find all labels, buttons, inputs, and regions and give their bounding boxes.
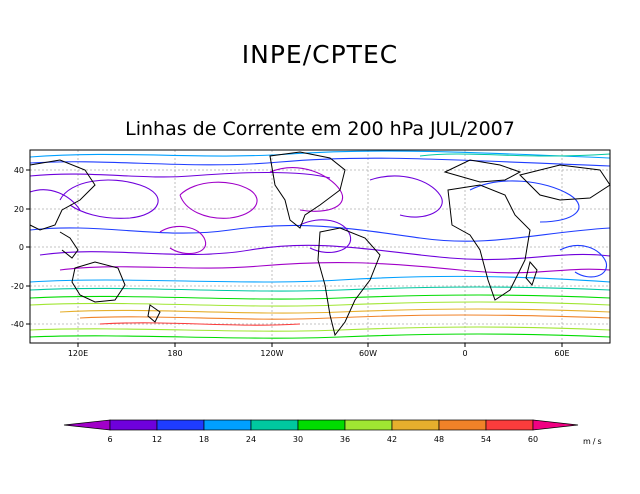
colorbar-high-arrow: [532, 419, 579, 431]
streamline: [29, 275, 611, 283]
colorbar-label: 24: [246, 435, 256, 444]
streamline: [99, 322, 301, 326]
colorbar-label: 12: [152, 435, 162, 444]
colorbar-label: 6: [107, 435, 112, 444]
axis-ticks: [26, 169, 563, 347]
streamline: [419, 153, 611, 157]
south-america-coast: [317, 227, 381, 337]
gridlines: [30, 150, 610, 343]
streamline: [59, 261, 611, 274]
lat-label: 40: [14, 166, 24, 175]
colorbar-label: 36: [340, 435, 350, 444]
lon-label: 60W: [359, 349, 377, 358]
streamline: [29, 150, 611, 159]
streamline: [39, 244, 611, 261]
lon-label: 120W: [260, 349, 283, 358]
colorbar-label: 60: [528, 435, 538, 444]
lon-label: 60E: [554, 349, 569, 358]
lat-label: 20: [14, 205, 24, 214]
europe-coast: [443, 159, 522, 183]
australia-coast: [71, 261, 126, 303]
colorbar-label: 42: [387, 435, 397, 444]
west-asia-coast: [519, 164, 611, 201]
lon-label: 0: [462, 349, 467, 358]
colorbar-segment: [344, 419, 393, 431]
indonesia-coast: [59, 231, 79, 259]
colorbar-segment: [297, 419, 346, 431]
streamline: [29, 333, 611, 339]
streamline: [29, 157, 611, 167]
lat-label: -20: [11, 282, 24, 291]
streamline: [559, 245, 607, 278]
coastlines: [29, 151, 611, 337]
streamline: [299, 219, 352, 253]
streamlines: [29, 150, 611, 339]
lon-label: 120E: [68, 349, 88, 358]
colorbar-segment: [391, 419, 440, 431]
north-america-coast: [269, 151, 346, 229]
streamline: [29, 171, 331, 179]
org-title: INPE/CPTEC: [241, 40, 399, 69]
colorbar-unit: m/s: [583, 437, 604, 446]
colorbar-segment: [485, 419, 534, 431]
lat-label: -40: [11, 320, 24, 329]
colorbar-segment: [109, 419, 158, 431]
streamline: [29, 294, 611, 300]
colorbar-segment: [203, 419, 252, 431]
colorbar-segment: [156, 419, 205, 431]
streamline: [29, 286, 611, 292]
colorbar-label: 30: [293, 435, 303, 444]
colorbar-label: 18: [199, 435, 209, 444]
lat-label: 0: [19, 243, 24, 252]
asia-coast: [29, 159, 96, 231]
map-title: Linhas de Corrente em 200 hPa JUL/2007: [125, 118, 515, 140]
streamline: [29, 301, 611, 307]
streamline: [469, 180, 580, 223]
colorbar: [63, 419, 579, 431]
streamline: [29, 326, 611, 332]
africa-coast: [447, 184, 531, 301]
streamline: [29, 224, 611, 242]
colorbar-segment: [250, 419, 299, 431]
colorbar-label: 54: [481, 435, 491, 444]
streamline: [159, 225, 207, 255]
streamline: [179, 181, 258, 219]
colorbar-segment: [438, 419, 487, 431]
madagascar-coast: [525, 260, 538, 286]
colorbar-low-arrow: [63, 419, 111, 431]
lon-label: 180: [167, 349, 182, 358]
streamline: [59, 179, 159, 219]
streamline: [29, 189, 81, 211]
streamline: [59, 308, 611, 314]
streamline: [369, 175, 443, 218]
colorbar-label: 48: [434, 435, 444, 444]
new-zealand-coast: [147, 304, 161, 323]
